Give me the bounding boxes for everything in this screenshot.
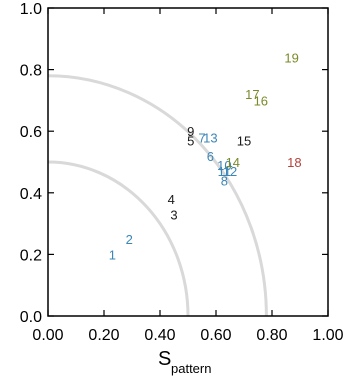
data-point-1: 1 <box>109 247 116 262</box>
x-tick-label: 0.80 <box>256 327 287 344</box>
data-point-17: 17 <box>245 87 259 102</box>
data-point-7: 7 <box>198 130 205 145</box>
x-axis-label-subscript: pattern <box>171 361 211 376</box>
plot-frame <box>47 7 329 317</box>
x-tick-label: 0.00 <box>32 327 63 344</box>
y-tick-label: 1.0 <box>20 1 42 18</box>
data-point-12: 12 <box>223 164 237 179</box>
data-point-14: 14 <box>226 155 240 170</box>
data-point-3: 3 <box>170 207 177 222</box>
data-point-15: 15 <box>237 133 251 148</box>
data-point-18: 18 <box>287 155 301 170</box>
data-point-6: 6 <box>207 149 214 164</box>
y-axis-ticks: 0.0 0.2 0.4 0.6 0.8 1.0 <box>20 1 328 326</box>
x-axis-ticks: 0.00 0.20 0.40 0.60 0.80 1.00 <box>32 8 344 344</box>
data-point-16: 16 <box>254 93 268 108</box>
y-tick-label: 0.4 <box>20 186 42 203</box>
reference-arc-2 <box>48 74 268 316</box>
x-axis-label: S pattern <box>158 348 211 376</box>
data-point-8: 8 <box>221 173 228 188</box>
data-point-9: 9 <box>187 124 194 139</box>
y-tick-label: 0.2 <box>20 247 42 264</box>
data-point-4: 4 <box>168 192 175 207</box>
x-tick-label: 0.20 <box>88 327 119 344</box>
x-tick-label: 0.60 <box>200 327 231 344</box>
y-tick-label: 0.8 <box>20 63 42 80</box>
x-axis-label-main: S <box>158 348 171 370</box>
data-point-10: 10 <box>217 158 231 173</box>
y-tick-label: 0.0 <box>20 309 42 326</box>
data-point-2: 2 <box>126 232 133 247</box>
plot-background <box>48 8 328 316</box>
data-point-19: 19 <box>284 50 298 65</box>
data-point-13: 13 <box>203 130 217 145</box>
x-tick-label: 1.00 <box>312 327 343 344</box>
data-point-5: 5 <box>187 133 194 148</box>
reference-arcs <box>48 74 268 316</box>
reference-arc-1 <box>48 160 190 316</box>
data-point-11: 11 <box>218 164 232 179</box>
y-tick-label: 0.6 <box>20 124 42 141</box>
x-tick-label: 0.40 <box>144 327 175 344</box>
